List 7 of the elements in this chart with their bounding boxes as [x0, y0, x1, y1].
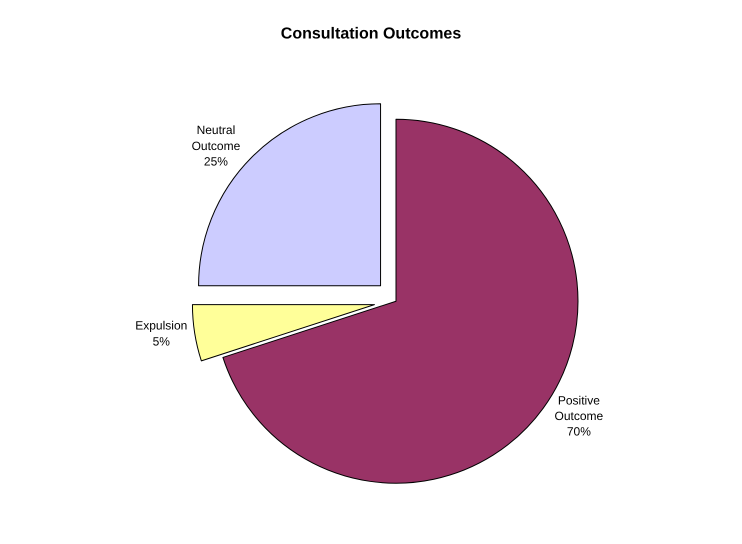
- slice-label: Neutral Outcome: [192, 123, 241, 153]
- slice-label: Expulsion: [135, 318, 188, 333]
- data-label: 70%: [566, 424, 592, 439]
- slice-label: Positive Outcome: [554, 393, 604, 423]
- data-label: 5%: [152, 334, 170, 348]
- data-label: 25%: [204, 154, 228, 168]
- chart-title: Consultation Outcomes: [280, 25, 462, 42]
